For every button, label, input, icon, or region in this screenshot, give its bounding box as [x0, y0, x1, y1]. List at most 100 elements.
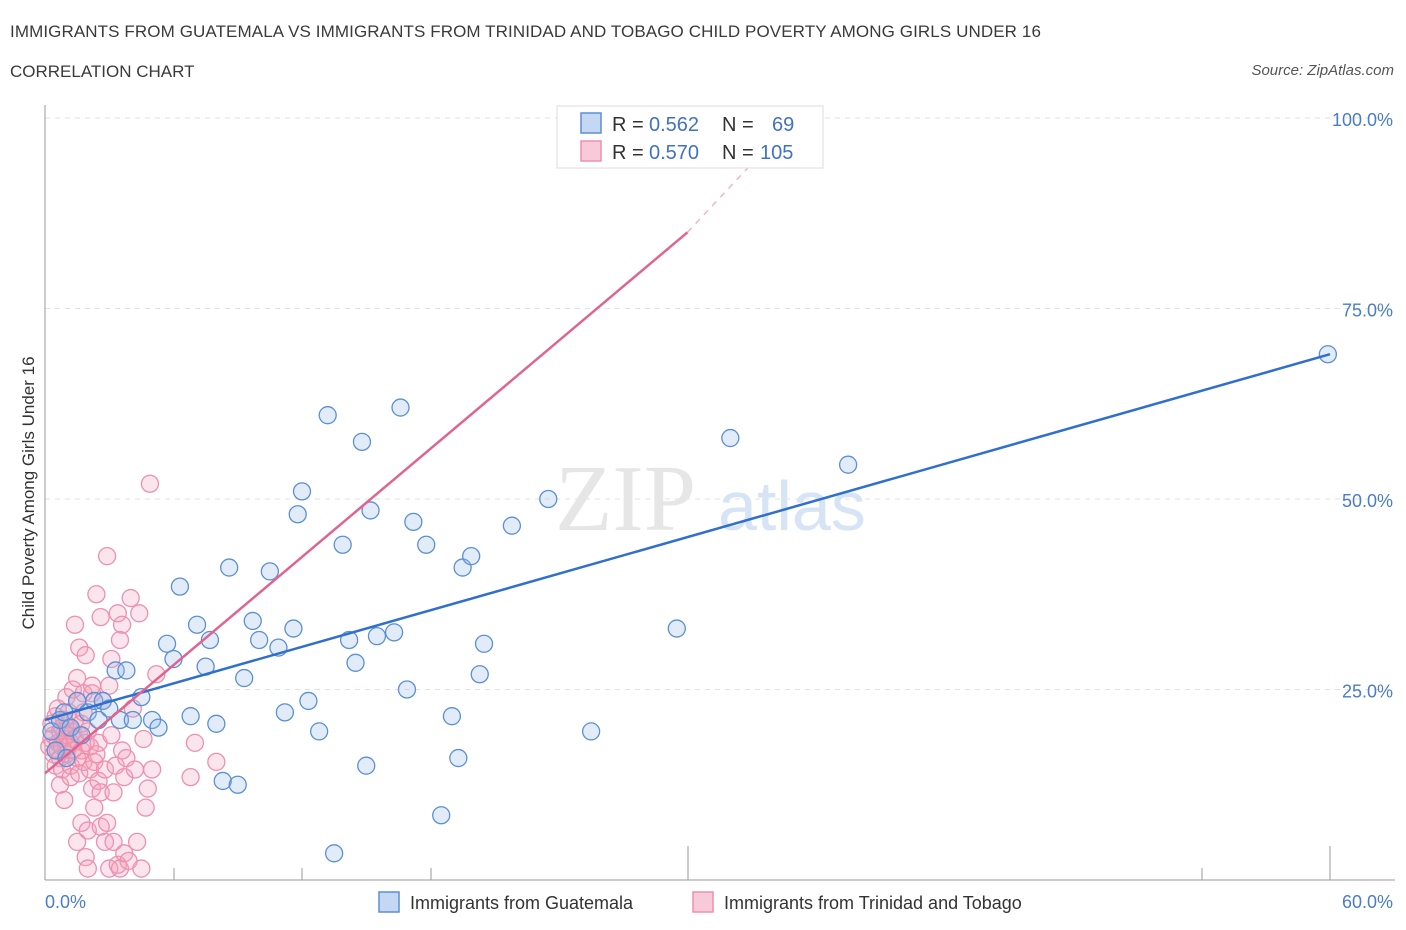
guatemala-point-32: [243, 611, 262, 631]
guatemala-point-63: [502, 516, 522, 535]
source-credit: Source: ZipAtlas.com: [1251, 62, 1394, 79]
y-tick-label-75: 75.0%: [1342, 301, 1393, 321]
trinidad-point-81: [110, 630, 130, 650]
trinidad-point-95: [134, 729, 153, 749]
trinidad-point-84: [112, 615, 132, 634]
guatemala-point-23: [181, 707, 200, 726]
trinidad-point-99: [142, 760, 162, 779]
trinidad-point-63: [89, 771, 108, 791]
guatemala-point-42: [318, 406, 337, 425]
legend-swatch-trinidad: [580, 140, 602, 162]
watermark-atlas: atlas: [718, 467, 866, 545]
guatemala-point-62: [474, 634, 494, 653]
guatemala-point-66: [667, 619, 686, 638]
trinidad-point-29: [63, 680, 82, 699]
trinidad-point-65: [91, 607, 110, 627]
guatemala-point-20: [157, 634, 177, 653]
guatemala-point-13: [106, 661, 125, 680]
guatemala-point-24: [187, 615, 207, 634]
x-tick-label-min: 0.0%: [45, 892, 86, 912]
guatemala-point-29: [220, 558, 239, 577]
trinidad-point-89: [121, 588, 140, 608]
guatemala-point-41: [309, 722, 329, 741]
guatemala-point-49: [361, 501, 380, 520]
trinidad-point-70: [97, 813, 117, 832]
guatemala-point-30: [228, 775, 247, 794]
legend-n-value-guatemala: 69: [772, 114, 794, 136]
guatemala-point-34: [260, 562, 280, 581]
trinidad-point-35: [67, 668, 87, 688]
watermark: ZIP atlas: [555, 447, 866, 551]
guatemala-point-57: [442, 707, 462, 726]
trinidad-point-77: [104, 832, 123, 852]
guatemala-point-67: [721, 428, 740, 448]
trinidad-point-52: [78, 859, 97, 878]
trinidad-point-75: [102, 649, 121, 669]
trinidad-point-64: [91, 783, 110, 802]
stats-legend: R = 0.562 N = 69 R = 0.570 N = 105: [556, 105, 824, 169]
guatemala-point-27: [207, 714, 226, 733]
trinidad-point-74: [102, 726, 121, 745]
trinidad-point-57: [82, 676, 102, 695]
axes: [44, 105, 1395, 881]
y-tick-label-100: 100.0%: [1332, 110, 1393, 130]
guatemala-point-39: [292, 482, 312, 501]
guatemala-point-48: [357, 756, 376, 775]
trinidad-point-102: [185, 733, 205, 752]
legend-r-value-trinidad: 0.570: [649, 142, 699, 164]
trinidad-point-93: [130, 604, 149, 623]
guatemala-point-4: [57, 748, 76, 768]
bottom-legend-label-trinidad: Immigrants from Trinidad and Tobago: [724, 893, 1022, 913]
guatemala-point-36: [275, 703, 295, 722]
trinidad-point-91: [125, 760, 145, 779]
guatemala-point-19: [149, 718, 168, 737]
watermark-zip: ZIP: [555, 447, 696, 551]
chart-subtitle: CORRELATION CHART: [10, 62, 195, 81]
trinidad-point-72: [100, 676, 119, 695]
trinidad-point-48: [76, 646, 95, 665]
chart-title: IMMIGRANTS FROM GUATEMALA VS IMMIGRANTS …: [10, 22, 1041, 41]
bottom-legend-swatch-guatemala: [378, 891, 400, 913]
tick-labels: 25.0% 50.0% 75.0% 100.0% 0.0% 60.0%: [45, 110, 1393, 912]
guatemala-point-40: [299, 691, 318, 711]
trinidad-point-101: [181, 767, 200, 787]
guatemala-point-58: [449, 748, 468, 768]
trinidad-point-60: [87, 745, 106, 764]
guatemala-point-38: [288, 505, 307, 524]
trinidad-point-94: [132, 859, 151, 878]
bottom-legend: Immigrants from Guatemala Immigrants fro…: [378, 891, 1022, 913]
trinidad-point-61: [87, 585, 106, 604]
guatemala-point-37: [284, 619, 303, 638]
trinidad-point-103: [207, 752, 226, 772]
trinidad-point-69: [95, 760, 115, 779]
guatemala-point-46: [346, 653, 365, 672]
guatemala-point-31: [235, 668, 254, 688]
trinidad-point-76: [104, 783, 123, 802]
y-tick-label-50: 50.0%: [1342, 491, 1393, 511]
x-tick-label-max: 60.0%: [1342, 892, 1393, 912]
legend-n-value-trinidad: 105: [760, 142, 793, 164]
guatemala-point-68: [838, 455, 858, 474]
guatemala-point-33: [250, 630, 269, 650]
trinidad-point-49: [76, 847, 95, 867]
series-guatemala-points: [42, 345, 1338, 863]
legend-r-label-trinidad: R =: [612, 142, 644, 164]
trend-lines: [44, 117, 1331, 775]
guatemala-point-47: [352, 432, 372, 452]
trinidad-point-59: [85, 798, 104, 817]
trend-line-trinidad: [44, 231, 689, 775]
guatemala-point-26: [200, 630, 220, 650]
trinidad-point-98: [140, 474, 160, 493]
trinidad-point-79: [108, 604, 127, 623]
legend-r-value-guatemala: 0.562: [649, 114, 699, 136]
trinidad-point-96: [136, 798, 155, 817]
guatemala-point-16: [123, 710, 142, 730]
trinidad-point-18: [55, 790, 74, 810]
guatemala-point-22: [170, 577, 190, 596]
y-axis-label: Child Poverty Among Girls Under 16: [19, 356, 38, 629]
y-tick-label-25: 25.0%: [1342, 682, 1393, 702]
guatemala-point-55: [417, 535, 436, 554]
guatemala-point-56: [432, 806, 451, 825]
guatemala-point-50: [367, 627, 387, 646]
legend-r-label-guatemala: R =: [612, 114, 644, 136]
